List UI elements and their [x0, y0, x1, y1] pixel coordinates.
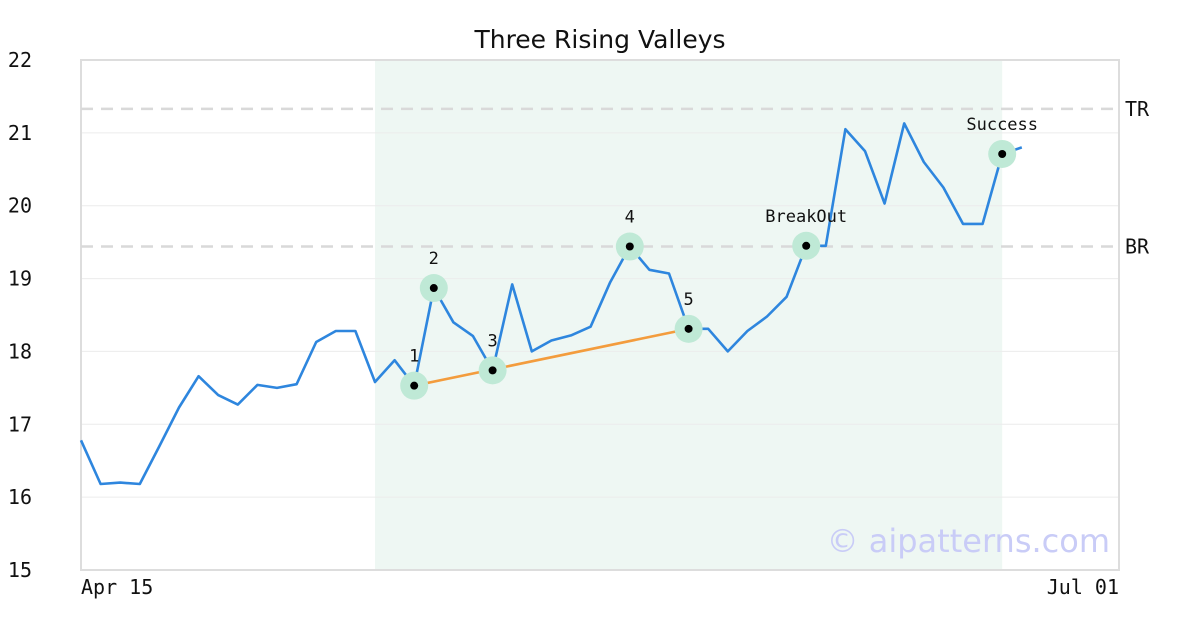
pattern-point-dot — [410, 381, 419, 390]
y-tick-label: 17 — [8, 412, 32, 436]
pattern-point-dot — [998, 149, 1007, 158]
pattern-point-label: 5 — [683, 290, 693, 310]
pattern-point-dot — [488, 366, 497, 375]
y-tick-label: 18 — [8, 339, 32, 363]
reference-line-label: BR — [1125, 235, 1150, 259]
x-tick-label: Apr 15 — [81, 575, 153, 599]
pattern-point-dot — [429, 284, 438, 293]
pattern-point-label: 4 — [625, 208, 635, 228]
y-tick-label: 20 — [8, 194, 32, 218]
price-series-line — [79, 122, 1023, 486]
reference-line-label: TR — [1125, 97, 1150, 121]
pattern-point-label: Success — [966, 115, 1038, 135]
pattern-point-label: 1 — [409, 347, 419, 367]
y-tick-label: 21 — [8, 121, 32, 145]
plot-frame — [80, 59, 1120, 571]
pattern-point-dot — [684, 324, 693, 333]
y-tick-label: 19 — [8, 267, 32, 291]
valley-trendline — [413, 327, 689, 387]
pattern-point-label: 2 — [429, 249, 439, 269]
pattern-point-dot — [802, 241, 811, 250]
x-tick-label: Jul 01 — [1047, 575, 1119, 599]
pattern-point-label: 3 — [487, 331, 497, 351]
pattern-point-dot — [625, 242, 634, 251]
y-tick-label: 15 — [8, 558, 32, 582]
watermark: © aipatterns.com — [827, 522, 1110, 560]
y-tick-label: 16 — [8, 485, 32, 509]
chart-title: Three Rising Valleys — [473, 25, 725, 54]
pattern-point-label: BreakOut — [765, 207, 847, 227]
y-tick-label: 22 — [8, 48, 32, 72]
